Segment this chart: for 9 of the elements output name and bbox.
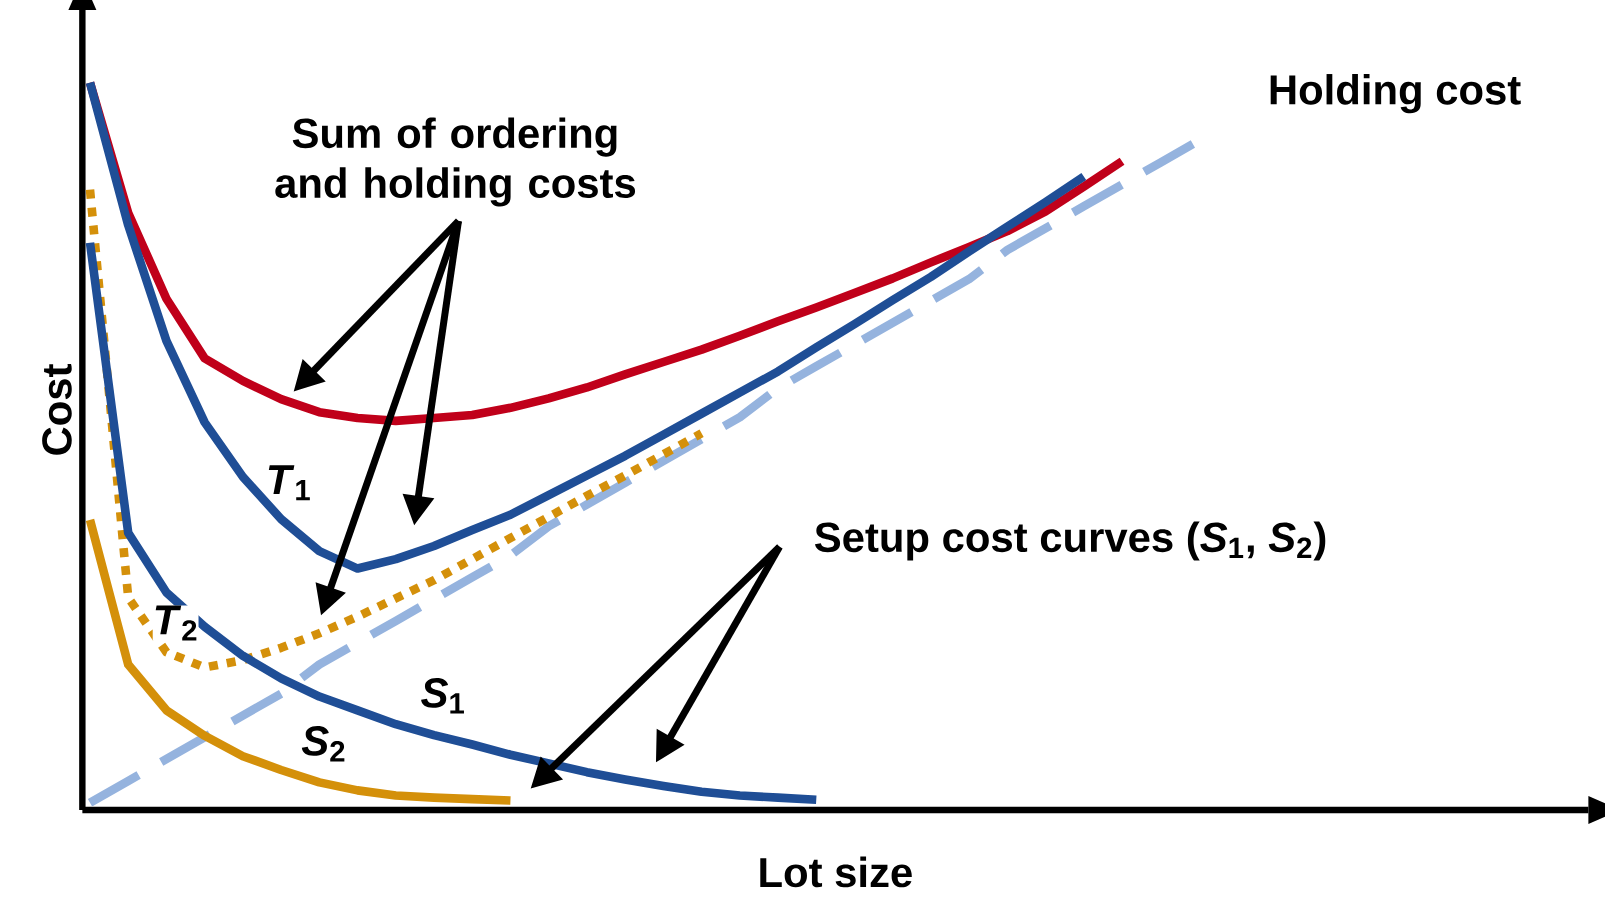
series-label: Holding cost (1270, 74, 1521, 114)
series-label: S$_{2}$ (301, 726, 345, 762)
x-axis-title: Lot size (760, 856, 912, 888)
series-label: S$_{1}$ (421, 678, 464, 714)
annotation: Sum of ordering and holding costs (275, 117, 636, 207)
annotation: Setup cost curves (S$_{1}$, S$_{2}$) (815, 521, 1326, 561)
series-label: T$_{1}$ (268, 465, 310, 501)
series-label: T$_{2}$ (155, 605, 197, 641)
y-axis-title: Cost (42, 364, 72, 455)
